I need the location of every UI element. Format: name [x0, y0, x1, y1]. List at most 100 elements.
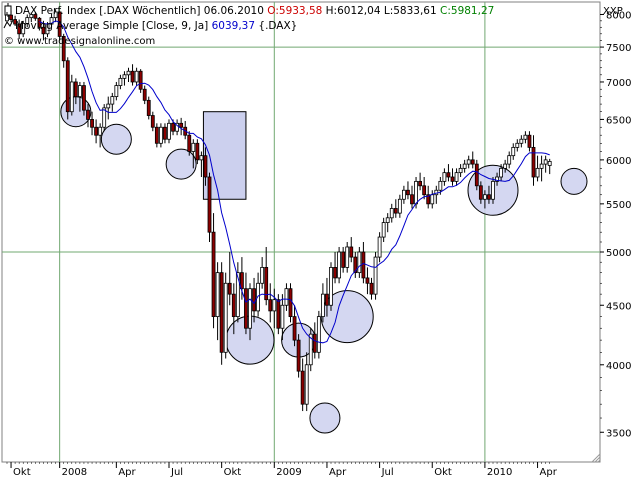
candle-body	[401, 189, 406, 200]
candle-body	[231, 293, 236, 318]
candle	[25, 14, 30, 28]
candle	[547, 158, 552, 175]
candle	[325, 277, 329, 317]
candle	[244, 272, 248, 335]
candle	[138, 69, 143, 93]
candle-body	[268, 299, 273, 312]
candle	[272, 288, 277, 329]
candle-body	[385, 217, 390, 223]
candle	[458, 164, 463, 178]
candle-body	[312, 333, 317, 353]
header-low: L:5833,61	[384, 5, 437, 17]
candle	[235, 262, 240, 323]
candle	[53, 9, 58, 23]
candle	[470, 151, 475, 169]
candle	[365, 267, 370, 295]
candle	[482, 190, 487, 209]
candle-body	[235, 272, 240, 318]
y-tick-label: 3500	[606, 428, 631, 439]
candle-body	[499, 167, 504, 178]
y-tick-label: 6500	[606, 115, 631, 126]
candle	[219, 262, 224, 365]
candle	[410, 185, 414, 209]
candle-body	[491, 180, 495, 200]
candle	[199, 151, 204, 178]
y-tick-label: 7000	[606, 78, 631, 89]
candle	[308, 328, 313, 372]
candle	[495, 172, 499, 186]
candle-body	[430, 194, 435, 205]
x-tick-label: Okt	[13, 467, 31, 478]
candle	[78, 81, 82, 112]
candle	[69, 74, 74, 116]
candle-body	[203, 155, 208, 178]
candle-body	[543, 159, 548, 165]
candle-body	[389, 208, 394, 219]
candle-body	[361, 251, 366, 279]
candle-body	[329, 267, 333, 306]
moving-average-line	[39, 20, 550, 344]
candle	[389, 203, 394, 223]
candle	[154, 123, 159, 148]
line-icon	[3, 19, 14, 29]
watermark: © www.tradesignalonline.com	[4, 36, 155, 47]
candle-body	[345, 246, 350, 268]
candle-body	[207, 176, 212, 233]
candle-body	[523, 134, 528, 140]
candle	[256, 272, 261, 317]
candle-body	[519, 138, 524, 144]
candle-body	[122, 74, 127, 79]
candle	[454, 168, 459, 186]
candle-body	[320, 293, 325, 318]
candle-body	[118, 77, 123, 86]
ma-layer	[39, 20, 550, 344]
candle-body	[33, 14, 38, 19]
candle	[175, 119, 180, 136]
candle	[122, 71, 127, 86]
candle-body	[547, 161, 552, 166]
candle	[195, 139, 200, 165]
candle-body	[49, 17, 54, 25]
candle-body	[130, 70, 135, 83]
candle	[349, 237, 354, 263]
candle-body	[515, 142, 520, 148]
candle-body	[527, 134, 532, 148]
x-tick-label: Apr	[540, 467, 558, 478]
candle	[304, 352, 309, 412]
candle-body	[373, 256, 378, 295]
candle	[118, 74, 123, 90]
candle	[73, 78, 78, 105]
candle	[499, 164, 504, 182]
candle	[49, 13, 54, 28]
candle	[491, 177, 495, 204]
y-tick-label: 4000	[606, 361, 631, 372]
candle	[357, 246, 362, 278]
candle-body	[187, 134, 192, 152]
candle	[381, 217, 386, 243]
x-tick-label: Jul	[170, 467, 183, 478]
candle-body	[223, 282, 228, 353]
candle	[90, 111, 94, 136]
candle	[535, 155, 540, 182]
candle	[163, 123, 167, 144]
candle	[385, 213, 390, 233]
candle-body	[29, 14, 34, 19]
resize-grip-icon[interactable]	[591, 453, 601, 463]
candle	[29, 12, 34, 23]
candle	[102, 104, 107, 132]
candle-body	[535, 167, 540, 178]
y-axis: 8000 7500 7000 6500 6000 5500 5000 4500 4000 3500	[600, 10, 631, 439]
candle-body	[86, 109, 90, 120]
candle-body	[150, 115, 155, 128]
candle-body	[9, 14, 13, 20]
candle	[130, 64, 135, 86]
candle	[146, 96, 151, 120]
header-line2: Moving Average Simple [Close, 9, Ja] 603…	[15, 20, 297, 32]
candle	[191, 139, 196, 169]
candle-body	[507, 155, 512, 165]
candle-body	[252, 288, 256, 312]
x-tick-label: 2008	[62, 467, 87, 478]
candle	[316, 310, 321, 359]
